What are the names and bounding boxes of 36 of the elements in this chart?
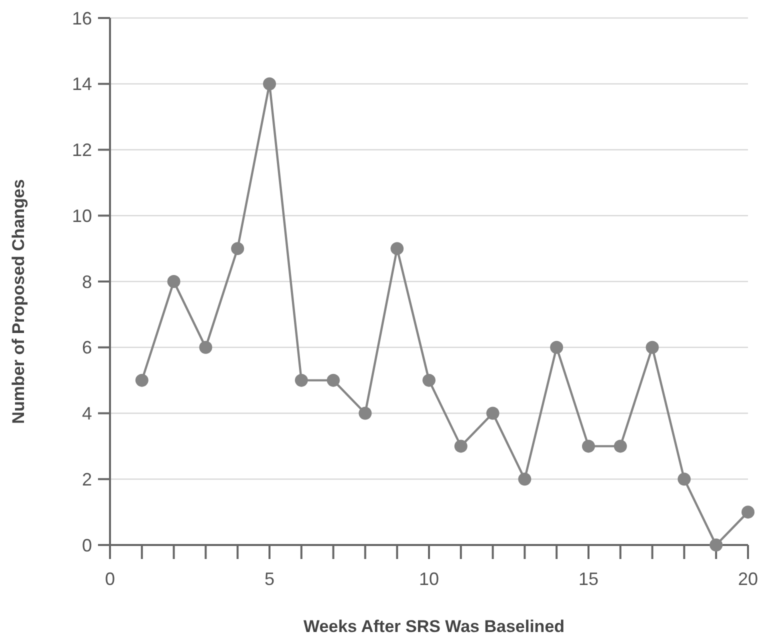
point — [231, 242, 244, 256]
y-tick-label: 6 — [82, 338, 92, 358]
point — [454, 440, 468, 453]
y-tick-label: 8 — [82, 272, 92, 292]
point — [358, 406, 372, 420]
point — [422, 374, 436, 387]
point — [582, 440, 595, 453]
point — [167, 275, 180, 288]
point — [518, 472, 532, 486]
point — [486, 406, 500, 420]
point — [135, 374, 148, 387]
x-tick-label: 15 — [578, 569, 599, 589]
point — [710, 538, 723, 552]
y-tick-label: 0 — [82, 535, 92, 556]
x-tick-label: 5 — [264, 569, 275, 589]
y-tick-label: 14 — [72, 74, 92, 94]
point — [678, 472, 691, 486]
y-tick-label: 12 — [72, 140, 92, 160]
y-tick-label: 2 — [82, 469, 92, 490]
point — [646, 340, 659, 354]
x-tick-label: 10 — [418, 569, 440, 589]
x-axis-title: Weeks After SRS Was Baselined — [303, 617, 565, 636]
point — [390, 242, 404, 256]
point — [326, 374, 340, 387]
point — [294, 374, 308, 387]
point — [263, 77, 276, 90]
y-axis-title: Number of Proposed Changes — [9, 179, 28, 424]
x-tick-label: 0 — [104, 569, 116, 589]
x-tick-label: 20 — [738, 569, 758, 589]
y-tick-label: 16 — [72, 8, 92, 28]
point — [742, 506, 754, 519]
point — [550, 340, 564, 354]
point — [199, 340, 212, 354]
point — [614, 440, 627, 453]
y-tick-label: 10 — [72, 206, 92, 226]
y-tick-label: 4 — [82, 404, 92, 424]
